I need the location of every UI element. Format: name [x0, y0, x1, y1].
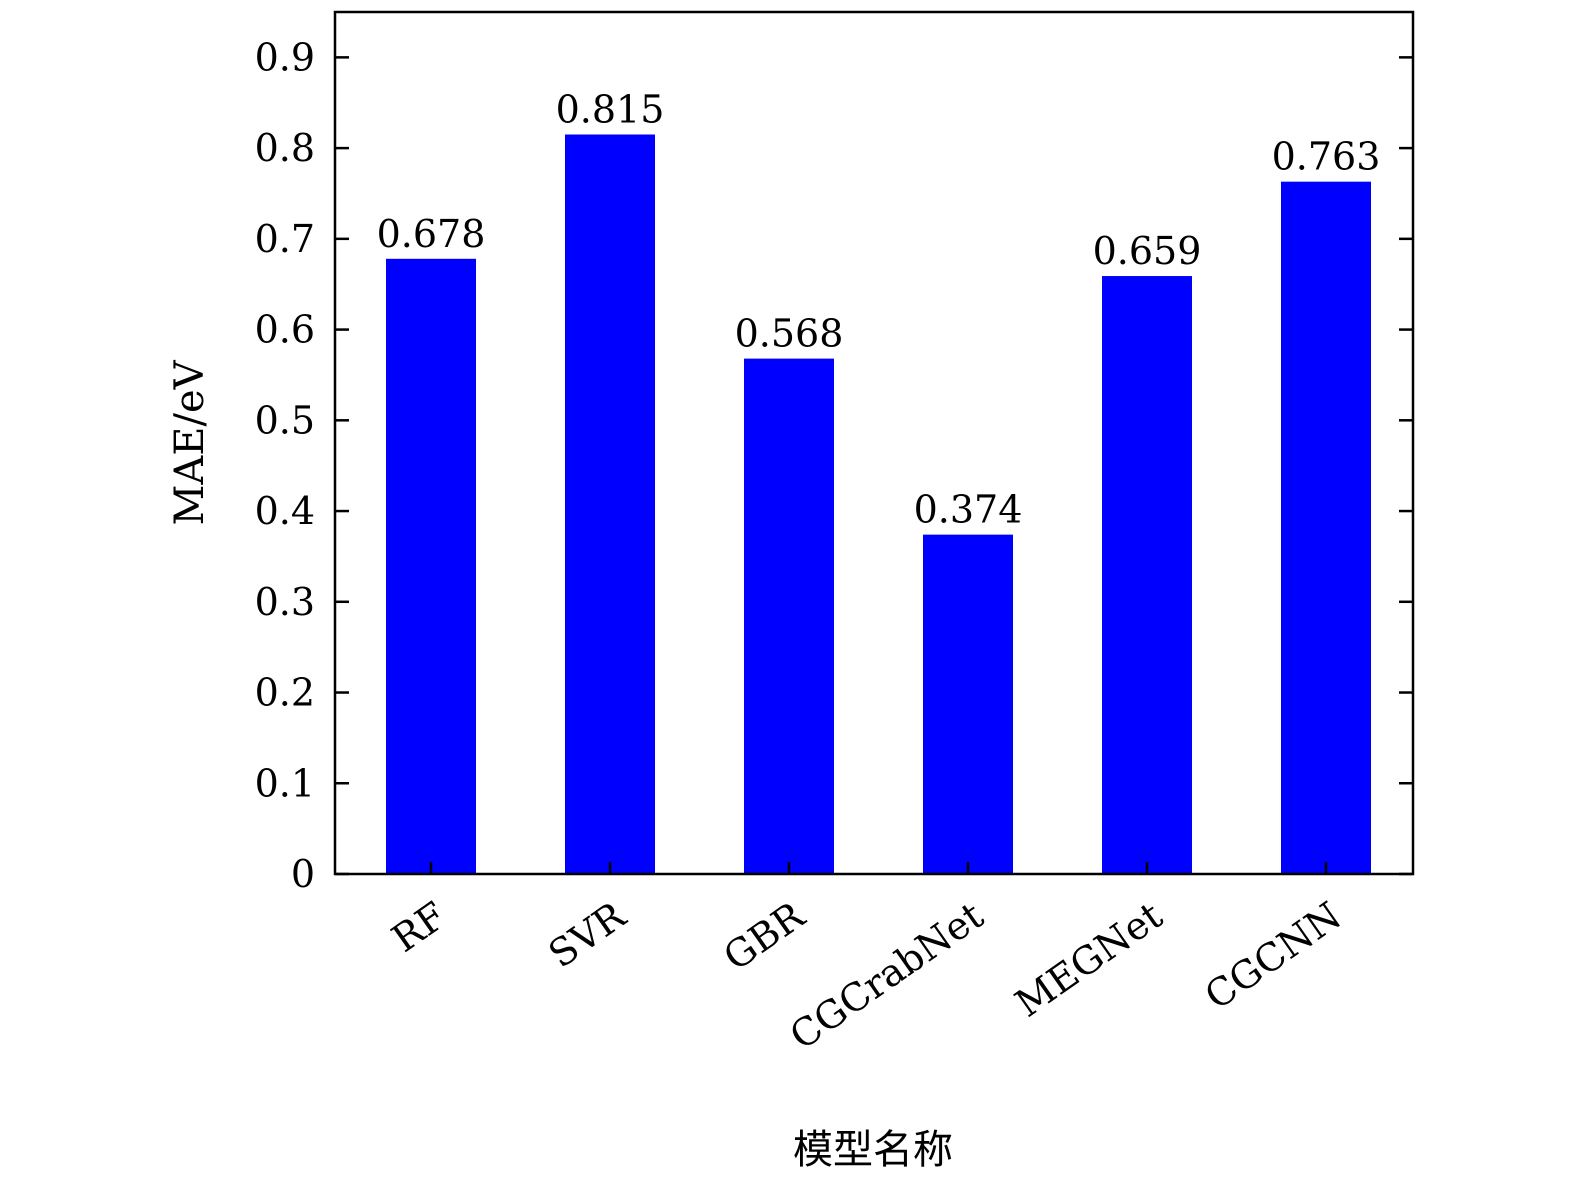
- bar-value-label: 0.374: [914, 488, 1023, 532]
- plot-frame: [333, 10, 1415, 876]
- bar-value-label: 0.568: [735, 312, 844, 356]
- bar-value-label: 0.659: [1093, 229, 1202, 273]
- y-tick-label: 0.7: [255, 217, 315, 261]
- bar-cgcnn: [1281, 181, 1371, 874]
- x-tick-label: RF: [384, 893, 454, 961]
- y-tick-label: 0: [291, 852, 315, 896]
- y-tick-label: 0.4: [255, 489, 315, 533]
- bar-value-label: 0.815: [556, 87, 665, 131]
- bars-layer: [386, 134, 1371, 875]
- y-tick-label: 0.2: [255, 671, 315, 715]
- bar-rf: [386, 258, 476, 874]
- x-tick-label: CGCNN: [1197, 893, 1349, 1018]
- x-tick-label: CGCrabNet: [782, 893, 991, 1058]
- y-axis-title: MAE/eV: [167, 359, 213, 525]
- bar-gbr: [744, 358, 834, 874]
- y-tick-label: 0.1: [255, 761, 315, 805]
- y-tick-label: 0.8: [255, 126, 315, 170]
- y-tick-label: 0.9: [255, 35, 315, 79]
- bar-cgcrabnet: [923, 534, 1013, 874]
- y-tick-label: 0.5: [255, 398, 315, 442]
- x-tick-label: GBR: [716, 893, 814, 980]
- x-tick-label: MEGNet: [1007, 893, 1170, 1025]
- y-tick-label: 0.6: [255, 308, 315, 352]
- bar-value-label: 0.678: [377, 212, 486, 256]
- y-tick-label: 0.3: [255, 580, 315, 624]
- x-tick-label: SVR: [541, 893, 635, 977]
- bar-svr: [565, 134, 655, 874]
- bar-value-label: 0.763: [1272, 135, 1381, 179]
- bar-megnet: [1102, 276, 1192, 875]
- x-axis-title: 模型名称: [793, 1127, 953, 1173]
- ticks-layer: [335, 56, 1413, 876]
